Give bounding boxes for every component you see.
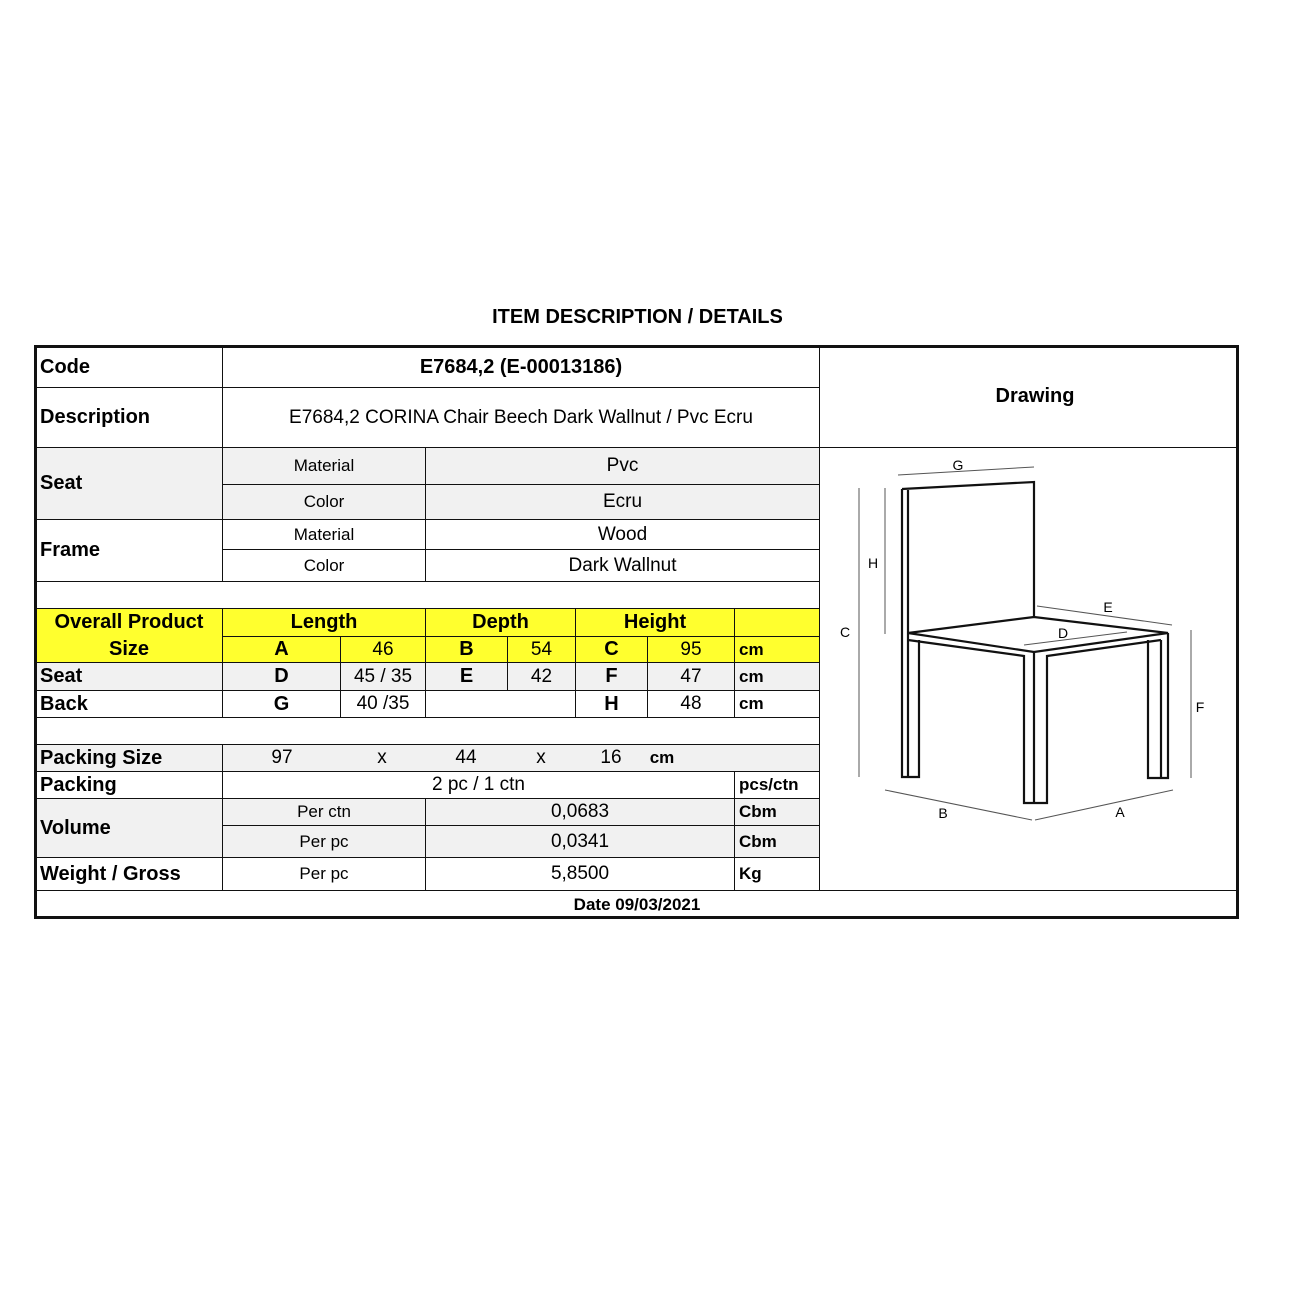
- drawing-label: Drawing: [819, 346, 1239, 448]
- frame-material-label: Material: [222, 519, 426, 550]
- seat-color-label: Color: [222, 484, 426, 520]
- dim-c-label: C: [575, 636, 648, 663]
- volume-per-ctn-unit: Cbm: [734, 798, 820, 826]
- dim-label-g: G: [953, 457, 964, 473]
- code-label: Code: [35, 346, 223, 388]
- frame-label: Frame: [35, 519, 223, 582]
- weight-label: Weight / Gross: [35, 857, 223, 891]
- volume-per-pc-value: 0,0341: [425, 825, 735, 858]
- dim-b-value: 54: [507, 636, 576, 663]
- volume-per-ctn-value: 0,0683: [425, 798, 735, 826]
- code-value: E7684,2 (E-00013186): [222, 346, 820, 388]
- description-value: E7684,2 CORINA Chair Beech Dark Wallnut …: [222, 387, 820, 448]
- dim-d-label: D: [222, 662, 341, 691]
- depth-header: Depth: [425, 608, 576, 637]
- packing-size-unit: cm: [649, 748, 675, 767]
- dim-g-value: 40 /35: [340, 690, 426, 718]
- length-header: Length: [222, 608, 426, 637]
- dim-c-value: 95: [647, 636, 735, 663]
- dim-b-label: B: [425, 636, 508, 663]
- dim-label-f: F: [1196, 699, 1205, 715]
- packing-unit: pcs/ctn: [734, 771, 820, 799]
- packing-times-1: x: [377, 747, 387, 768]
- dim-label-a: A: [1115, 804, 1125, 820]
- date-label: Date 09/03/2021: [35, 890, 1239, 919]
- overall-unit: cm: [734, 636, 820, 663]
- overall-size-label: Overall Product Size: [35, 608, 223, 663]
- volume-per-ctn-label: Per ctn: [222, 798, 426, 826]
- packing-height: 16: [600, 747, 622, 768]
- dim-label-b: B: [938, 805, 947, 821]
- back-size-unit: cm: [734, 690, 820, 718]
- dim-label-c: C: [840, 624, 850, 640]
- dim-h-label: H: [575, 690, 648, 718]
- height-header: Height: [575, 608, 735, 637]
- packing-size-label: Packing Size: [35, 744, 223, 772]
- seat-size-label: Seat: [35, 662, 223, 691]
- seat-material-label: Material: [222, 447, 426, 485]
- packing-label: Packing: [35, 771, 223, 799]
- volume-per-pc-label: Per pc: [222, 825, 426, 858]
- packing-value: 2 pc / 1 ctn: [222, 771, 735, 799]
- dim-f-label: F: [575, 662, 648, 691]
- packing-times-2: x: [536, 747, 546, 768]
- packing-length: 97: [271, 747, 293, 768]
- dim-g-label: G: [222, 690, 341, 718]
- back-size-label: Back: [35, 690, 223, 718]
- dim-e-value: 42: [507, 662, 576, 691]
- dim-label-e: E: [1103, 599, 1112, 615]
- page-title: ITEM DESCRIPTION / DETAILS: [492, 306, 783, 328]
- spacer-row: [35, 581, 820, 609]
- chair-outline: [900, 480, 1170, 805]
- dimension-lines: [858, 466, 1192, 821]
- dim-label-h: H: [868, 555, 878, 571]
- unit-header: [734, 608, 820, 637]
- weight-per-pc-value: 5,8500: [425, 857, 735, 891]
- frame-material-value: Wood: [425, 519, 820, 550]
- dim-a-value: 46: [340, 636, 426, 663]
- volume-label: Volume: [35, 798, 223, 858]
- seat-color-value: Ecru: [425, 484, 820, 520]
- dim-f-value: 47: [647, 662, 735, 691]
- dim-e-label: E: [425, 662, 508, 691]
- description-label: Description: [35, 387, 223, 448]
- weight-per-pc-label: Per pc: [222, 857, 426, 891]
- back-depth-empty: [425, 690, 576, 718]
- weight-unit: Kg: [734, 857, 820, 891]
- seat-material-value: Pvc: [425, 447, 820, 485]
- seat-label: Seat: [35, 447, 223, 520]
- dim-d-value: 45 / 35: [340, 662, 426, 691]
- dim-h-value: 48: [647, 690, 735, 718]
- dim-a-label: A: [222, 636, 341, 663]
- spacer-row-2: [35, 717, 820, 745]
- packing-width: 44: [455, 747, 477, 768]
- frame-color-value: Dark Wallnut: [425, 549, 820, 582]
- dimension-labels: G H C E D F B A: [840, 457, 1204, 821]
- volume-per-pc-unit: Cbm: [734, 825, 820, 858]
- dim-label-d: D: [1058, 625, 1068, 641]
- seat-size-unit: cm: [734, 662, 820, 691]
- chair-drawing: G H C E D F B A: [840, 457, 1204, 821]
- frame-color-label: Color: [222, 549, 426, 582]
